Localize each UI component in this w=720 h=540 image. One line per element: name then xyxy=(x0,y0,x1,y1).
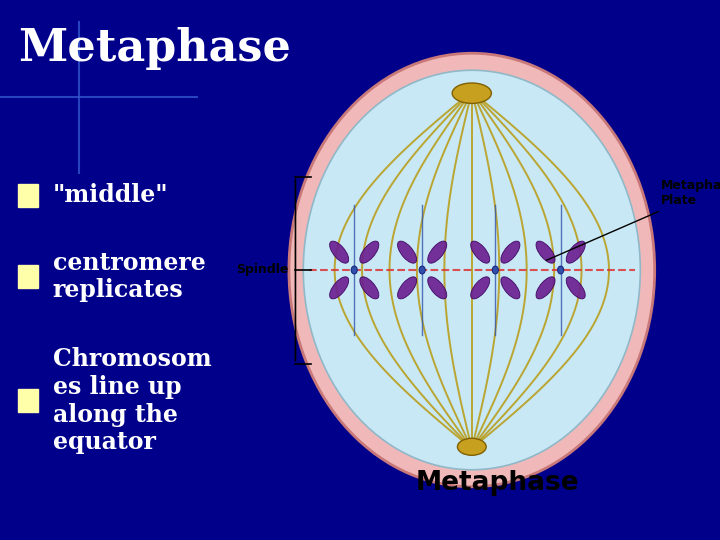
Ellipse shape xyxy=(492,266,498,274)
Ellipse shape xyxy=(457,438,486,455)
Ellipse shape xyxy=(419,266,426,274)
FancyBboxPatch shape xyxy=(19,265,38,288)
Text: "middle": "middle" xyxy=(53,184,168,207)
Ellipse shape xyxy=(452,83,492,103)
Ellipse shape xyxy=(428,277,447,299)
Ellipse shape xyxy=(566,241,585,263)
Ellipse shape xyxy=(330,241,348,263)
Ellipse shape xyxy=(536,277,555,299)
Ellipse shape xyxy=(303,70,640,470)
Ellipse shape xyxy=(360,241,379,263)
FancyBboxPatch shape xyxy=(19,389,38,412)
Ellipse shape xyxy=(501,277,520,299)
Ellipse shape xyxy=(471,277,490,299)
Text: centromere
replicates: centromere replicates xyxy=(53,251,205,302)
Ellipse shape xyxy=(428,241,447,263)
Ellipse shape xyxy=(501,241,520,263)
Ellipse shape xyxy=(566,277,585,299)
Ellipse shape xyxy=(330,277,348,299)
Ellipse shape xyxy=(397,241,417,263)
Ellipse shape xyxy=(557,266,564,274)
Ellipse shape xyxy=(536,241,555,263)
Ellipse shape xyxy=(397,277,417,299)
Ellipse shape xyxy=(351,266,357,274)
Text: Spindle: Spindle xyxy=(237,264,289,276)
Text: Chromosom
es line up
along the
equator: Chromosom es line up along the equator xyxy=(53,347,211,454)
Text: Metaphase: Metaphase xyxy=(416,469,580,496)
Text: Metaphase: Metaphase xyxy=(19,27,292,70)
Ellipse shape xyxy=(360,277,379,299)
FancyBboxPatch shape xyxy=(19,184,38,207)
Text: Metaphase
Plate: Metaphase Plate xyxy=(546,179,720,260)
Ellipse shape xyxy=(471,241,490,263)
Ellipse shape xyxy=(289,53,654,487)
